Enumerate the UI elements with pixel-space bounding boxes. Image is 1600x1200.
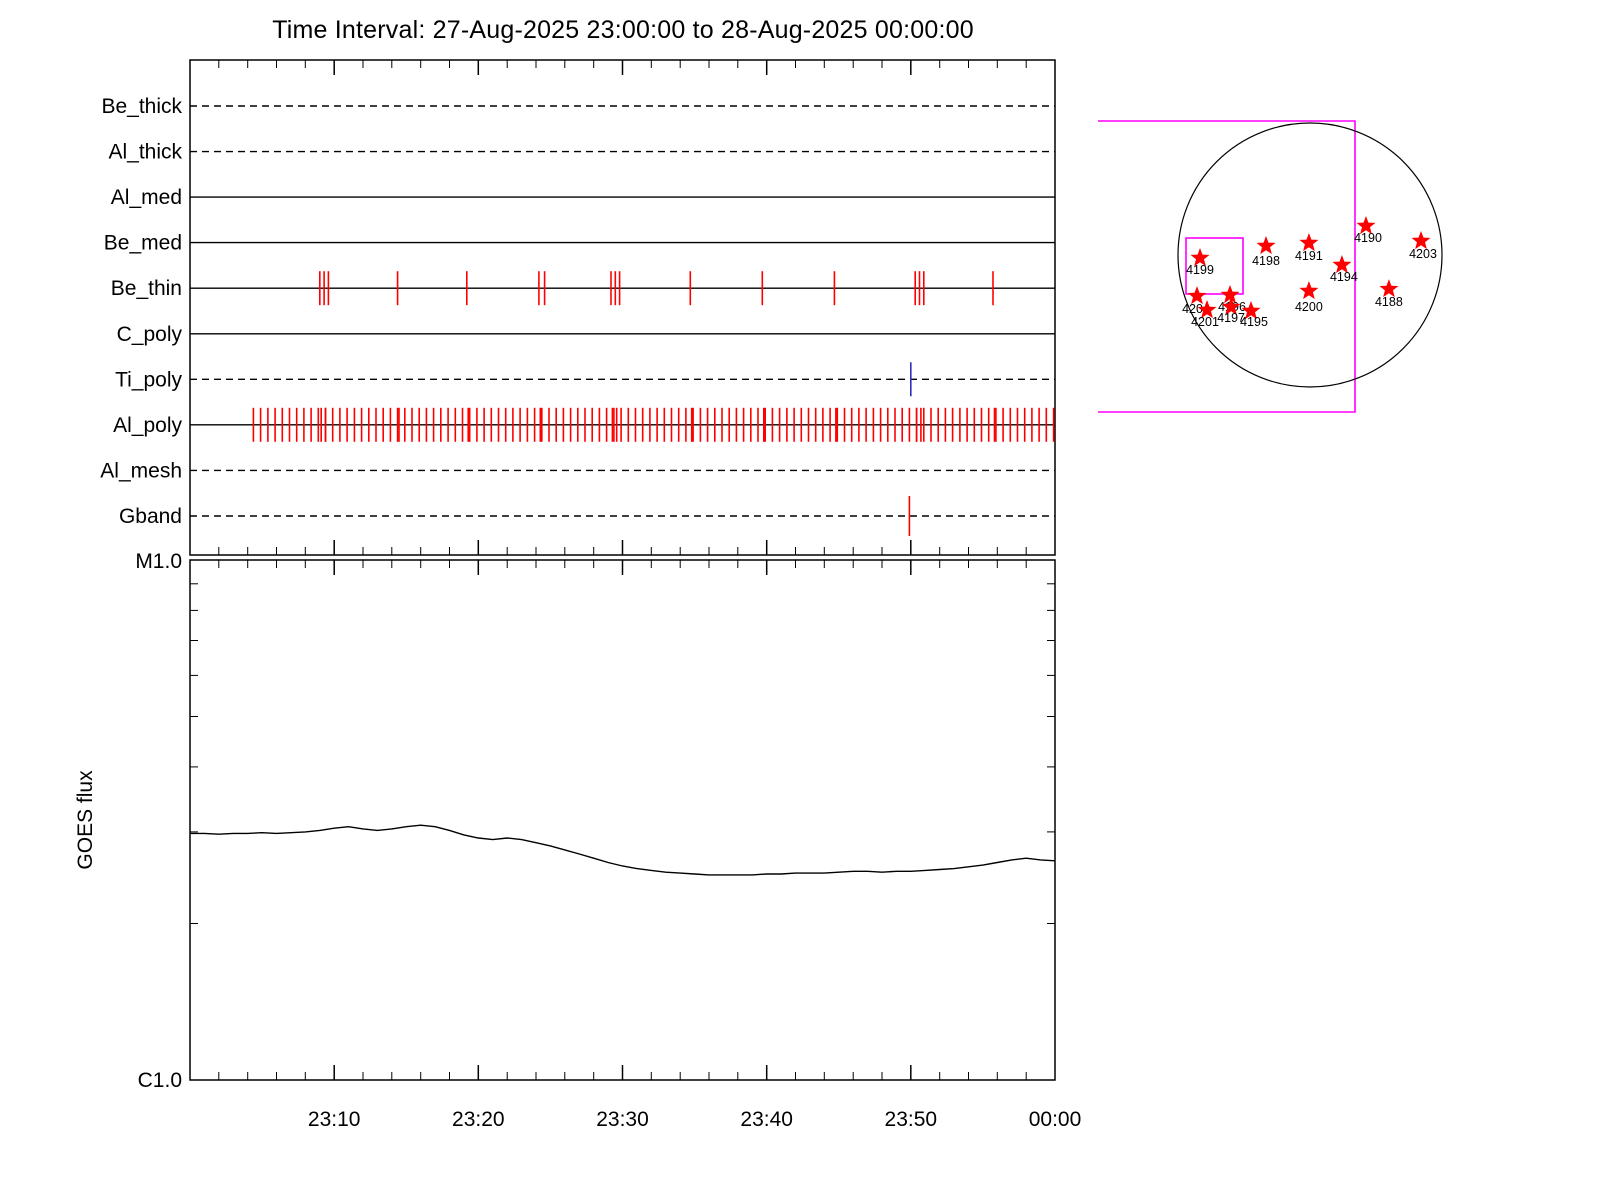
filter-label: Be_med xyxy=(104,232,182,255)
filter-row-al_thick: Al_thick xyxy=(108,141,1055,164)
active-region-label: 4195 xyxy=(1240,315,1268,329)
y-bottom-label: C1.0 xyxy=(138,1069,182,1092)
filter-label: Al_mesh xyxy=(100,459,182,482)
filter-row-al_poly: Al_poly xyxy=(113,407,1055,442)
active-region-star-icon xyxy=(1299,281,1319,300)
filter-label: Gband xyxy=(119,505,182,528)
filter-label: Be_thick xyxy=(101,95,182,118)
filter-row-gband: Gband xyxy=(119,496,1055,536)
goes-flux-panel: M1.0 C1.0 GOES flux 23:10 23:20 23:30 23:40 23:… xyxy=(74,550,1081,1131)
active-region-star-icon xyxy=(1332,255,1352,274)
goes-flux-curve xyxy=(190,824,1056,876)
x-tick-label: 23:20 xyxy=(452,1108,505,1131)
filter-row-al_mesh: Al_mesh xyxy=(100,459,1055,482)
active-region-4203: 4203 xyxy=(1409,231,1437,261)
active-region-label: 4201 xyxy=(1191,315,1219,329)
active-region-star-icon xyxy=(1256,236,1276,255)
plot-title: Time Interval: 27-Aug-2025 23:00:00 to 2… xyxy=(272,16,974,44)
active-region-4198: 4198 xyxy=(1252,236,1280,268)
active-region-star-icon xyxy=(1379,279,1399,298)
active-region-4194: 4194 xyxy=(1330,255,1358,284)
filter-label: Al_poly xyxy=(113,414,182,437)
active-region-4188: 4188 xyxy=(1375,279,1403,309)
filter-row-be_thick: Be_thick xyxy=(101,95,1055,118)
filter-label: Be_thin xyxy=(111,277,182,300)
active-region-4201: 4201 xyxy=(1191,300,1219,329)
filter-row-al_med: Al_med xyxy=(111,186,1055,209)
timeline-panel-border xyxy=(189,59,1056,556)
active-region-label: 4197 xyxy=(1217,311,1245,325)
active-region-label: 4200 xyxy=(1295,300,1323,314)
active-region-4191: 4191 xyxy=(1295,233,1323,263)
x-tick-label: 23:50 xyxy=(885,1108,938,1131)
x-tick-label: 23:40 xyxy=(740,1108,793,1131)
active-region-4197: 4197 xyxy=(1217,297,1245,325)
active-region-label: 4198 xyxy=(1252,254,1280,268)
active-region-star-icon xyxy=(1197,300,1217,319)
solar-limb xyxy=(1177,122,1443,388)
xrt-fov-box xyxy=(1185,237,1244,295)
solar-disk-map: 4199419841914190420341944188420042044196… xyxy=(1098,120,1443,413)
active-region-label: 4199 xyxy=(1186,263,1214,277)
active-region-4195: 4195 xyxy=(1240,301,1268,329)
x-tick-label: 23:10 xyxy=(308,1108,361,1131)
active-region-star-icon xyxy=(1241,301,1261,320)
active-region-label: 4203 xyxy=(1409,247,1437,261)
active-region-star-icon xyxy=(1187,286,1207,305)
filter-label: Al_thick xyxy=(108,141,182,164)
x-tick-label: 00:00 xyxy=(1029,1108,1082,1131)
filter-row-be_thin: Be_thin xyxy=(111,271,1055,306)
active-region-4199: 4199 xyxy=(1186,248,1214,277)
active-region-4190: 4190 xyxy=(1354,216,1382,245)
active-region-star-icon xyxy=(1190,248,1210,267)
active-region-star-icon xyxy=(1221,297,1241,316)
filter-label: C_poly xyxy=(117,323,183,346)
filter-label: Al_med xyxy=(111,186,182,209)
active-region-star-icon xyxy=(1220,285,1240,304)
filter-row-be_med: Be_med xyxy=(104,232,1055,255)
active-region-star-icon xyxy=(1299,233,1319,252)
active-region-star-icon xyxy=(1411,231,1431,250)
active-region-label: 4191 xyxy=(1295,249,1323,263)
goes-panel-border xyxy=(189,559,1056,1081)
active-region-label: 4190 xyxy=(1354,231,1382,245)
active-region-label: 4194 xyxy=(1330,270,1358,284)
filter-row-ti_poly: Ti_poly xyxy=(115,362,1055,397)
y-top-label: M1.0 xyxy=(135,550,182,573)
active-region-4200: 4200 xyxy=(1295,281,1323,314)
active-region-label: 4188 xyxy=(1375,295,1403,309)
active-region-star-icon xyxy=(1356,216,1376,235)
filter-label: Ti_poly xyxy=(115,368,182,391)
x-tick-label: 23:30 xyxy=(596,1108,649,1131)
y-axis-title: GOES flux xyxy=(74,770,97,870)
filter-timeline-panel: Be_thick Al_thick Al_med Be_med Be_thin C_pol… xyxy=(100,59,1056,556)
fov-outline xyxy=(1098,120,1356,413)
filter-row-c_poly: C_poly xyxy=(117,323,1055,346)
